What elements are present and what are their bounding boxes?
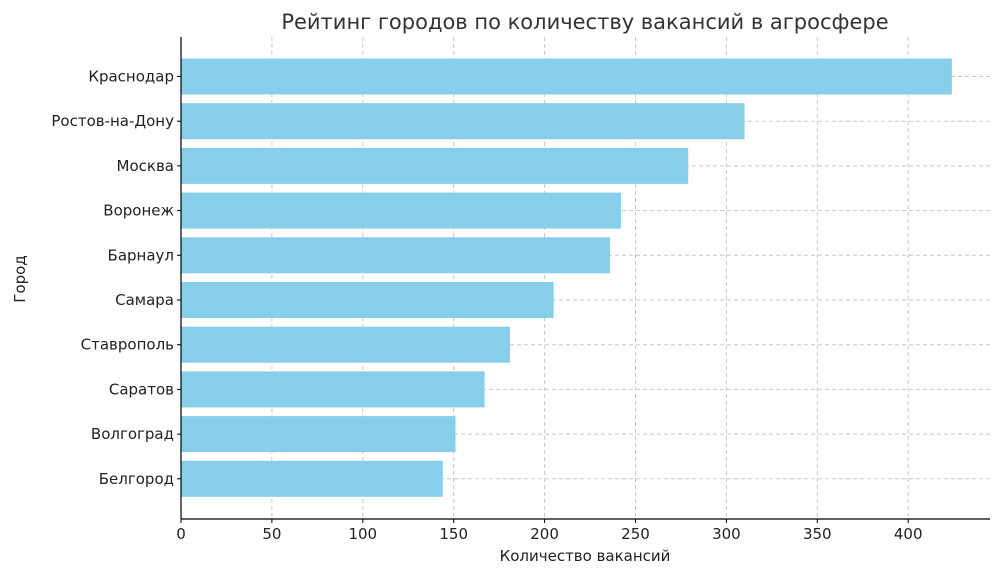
category-label: Ставрополь [81,336,174,354]
category-label: Белгород [99,470,174,488]
x-tick-label: 150 [439,525,468,543]
category-label: Саратов [109,380,174,398]
category-label: Воронеж [103,202,174,220]
category-label: Краснодар [88,68,174,86]
bars [181,58,952,497]
bar [181,416,456,453]
x-tick-label: 250 [621,525,650,543]
axes: Краснодар Ростов-на-Дону Москва Воронеж Барн… [51,37,990,543]
bar [181,371,485,408]
bar [181,237,611,274]
x-axis-label: Количество вакансий [500,547,671,565]
x-tick-label: 300 [712,525,741,543]
category-label: Ростов-на-Дону [51,112,174,130]
category-label: Волгоград [91,425,174,443]
x-tick-label: 0 [176,525,186,543]
bar [181,58,952,95]
bar [181,326,511,363]
y-axis-label: Город [11,255,29,302]
x-tick-label: 50 [262,525,281,543]
x-tick-label: 400 [894,525,923,543]
category-label: Москва [117,157,174,175]
bar [181,103,745,140]
category-label: Барнаул [108,246,174,264]
x-tick-label: 350 [803,525,832,543]
x-tick-label: 200 [530,525,559,543]
bar [181,282,554,318]
category-label: Самара [115,291,174,309]
bar [181,460,443,497]
chart-title: Рейтинг городов по количеству вакансий в… [281,10,888,34]
x-tick-label: 100 [348,525,377,543]
bar [181,192,621,229]
bar [181,147,689,184]
